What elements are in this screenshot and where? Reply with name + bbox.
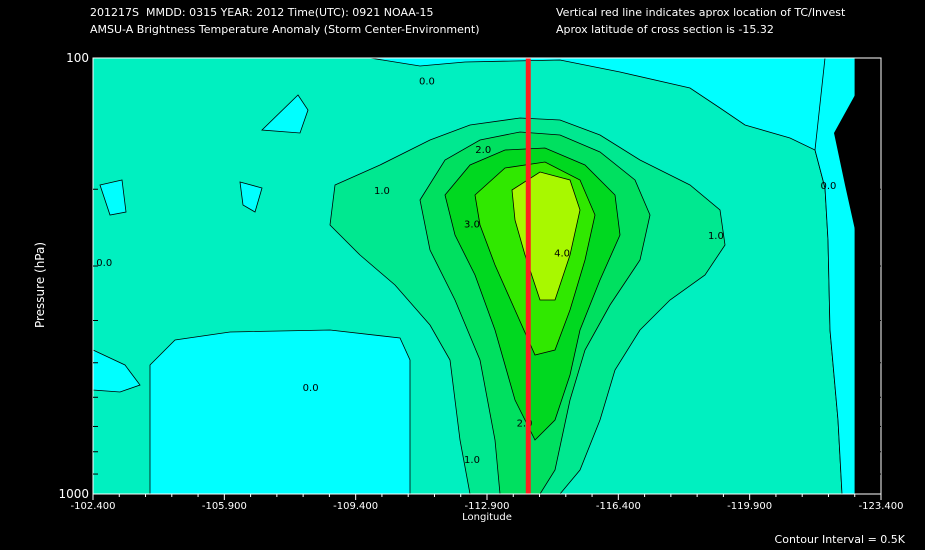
- contour-label: 2.0: [475, 145, 491, 156]
- contour-label: 1.0: [464, 455, 480, 466]
- contour-label: 0.0: [821, 181, 837, 192]
- header-line1-right: Vertical red line indicates aprox locati…: [556, 6, 846, 19]
- cyan-top-small-1: [239, 181, 263, 213]
- x-tick-label: -109.400: [333, 501, 378, 512]
- header-line2-left: AMSU-A Brightness Temperature Anomaly (S…: [90, 23, 480, 36]
- y-tick-label: 1000: [58, 487, 89, 501]
- header-line2-right: Aprox latitude of cross section is -15.3…: [556, 23, 774, 36]
- contour-label: 0.0: [96, 258, 112, 269]
- contour-labels: 0.0 0.0 0.0 0.0 1.0 1.0 1.0 2.0 2.0 3.0 4.0: [96, 76, 836, 466]
- cyan-bottom-left-lobe: [149, 329, 411, 495]
- contour-label: 1.0: [374, 186, 390, 197]
- contour-label: 1.0: [708, 231, 724, 242]
- cyan-top-small-2: [261, 94, 309, 134]
- contour-label: 4.0: [554, 248, 570, 259]
- contour-interval-label: Contour Interval = 0.5K: [775, 533, 906, 546]
- x-axis-ticks: -102.400 -105.900 -109.400 -112.900 -116.400…: [71, 494, 904, 512]
- plot-area: [92, 57, 881, 495]
- cyan-left-top: [99, 179, 127, 216]
- y-tick-label: 100: [66, 51, 89, 65]
- x-tick-label: -112.900: [465, 501, 510, 512]
- x-tick-label: -102.400: [71, 501, 116, 512]
- x-tick-label: -123.400: [859, 501, 904, 512]
- x-axis-label: Longitude: [462, 512, 512, 523]
- contour-label: 2.0: [517, 418, 533, 429]
- x-tick-label: -116.400: [596, 501, 641, 512]
- x-tick-label: -119.900: [727, 501, 772, 512]
- contour-label: 0.0: [419, 76, 435, 87]
- black-right-notch: [834, 58, 881, 494]
- y-axis-ticks: 100 1000: [58, 51, 881, 501]
- header-line1-left: 201217S MMDD: 0315 YEAR: 2012 Time(UTC):…: [90, 6, 434, 19]
- contour-label: 3.0: [464, 220, 480, 231]
- contour-label: 0.0: [303, 383, 319, 394]
- y-axis-label: Pressure (hPa): [33, 242, 47, 328]
- x-tick-label: -105.900: [202, 501, 247, 512]
